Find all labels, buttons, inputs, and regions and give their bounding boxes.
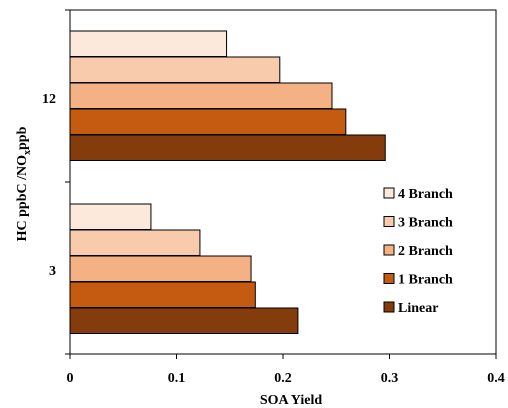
y-tick-label: 12 [42, 92, 56, 107]
x-tick-label: 0 [67, 371, 74, 386]
y-axis-title-tail: ppb [15, 126, 30, 150]
x-axis-ticks: 0 0.1 0.2 0.3 0.4 [67, 354, 505, 386]
bars-group [69, 30, 386, 334]
x-tick-label: 0.4 [487, 371, 505, 386]
x-axis-title: SOA Yield [260, 393, 323, 408]
bar-1-branch-3 [69, 281, 256, 308]
legend-swatch-linear [383, 301, 395, 313]
x-tick-label: 0.1 [168, 371, 186, 386]
y-axis-title: HC ppbC /NOxppb [15, 126, 33, 241]
bar-linear-3 [69, 307, 299, 334]
legend-label-4-branch: 4 Branch [398, 187, 453, 202]
legend-swatch-4-branch [383, 187, 395, 199]
bar-2-branch-3 [69, 255, 252, 282]
x-tick-label: 0.2 [274, 371, 292, 386]
bar-1-branch-12 [69, 108, 347, 135]
legend-swatch-1-branch [383, 273, 395, 284]
y-axis-ticks: 12 3 [42, 9, 70, 355]
bar-4-branch-3 [69, 203, 152, 230]
x-tick-label: 0.3 [381, 371, 399, 386]
legend-label-3-branch: 3 Branch [398, 216, 453, 231]
y-tick-label: 3 [49, 264, 56, 279]
bar-4-branch-12 [69, 30, 228, 57]
y-axis-title-main: HC ppbC /NO [15, 155, 30, 241]
y-axis-title-subscript: x [22, 150, 33, 155]
legend-label-1-branch: 1 Branch [398, 273, 453, 288]
legend-label-2-branch: 2 Branch [398, 244, 453, 259]
bar-linear-12 [69, 134, 386, 161]
legend: 4 Branch 3 Branch 2 Branch 1 Branch Linear [383, 187, 453, 316]
legend-swatch-2-branch [383, 244, 395, 256]
legend-swatch-3-branch [383, 216, 395, 227]
legend-label-linear: Linear [398, 301, 438, 316]
bar-2-branch-12 [69, 82, 333, 109]
bar-3-branch-12 [69, 56, 281, 83]
bar-3-branch-3 [69, 229, 201, 256]
